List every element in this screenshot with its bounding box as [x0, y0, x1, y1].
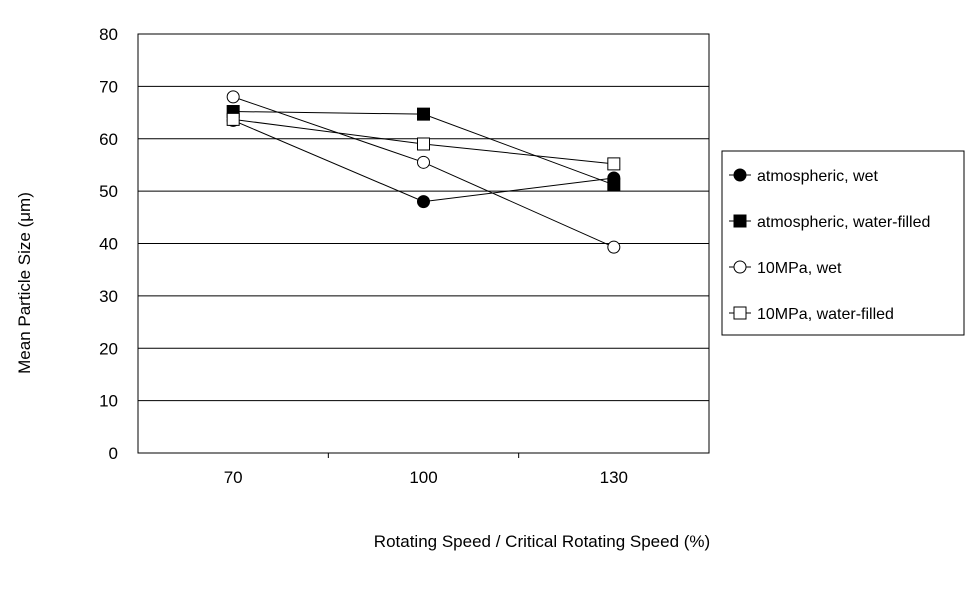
legend-item: 10MPa, water-filled [729, 306, 894, 323]
data-point [417, 107, 430, 121]
y-tick-label: 60 [99, 130, 118, 149]
y-tick-label: 20 [99, 339, 118, 358]
plot-area-frame [137, 33, 710, 454]
data-point [226, 112, 240, 126]
data-point [226, 90, 240, 104]
x-tick-label: 100 [409, 468, 437, 487]
x-tick-label: 70 [224, 468, 243, 487]
legend: atmospheric, wet atmospheric, water-fille… [721, 150, 965, 336]
legend-swatch-marker [733, 306, 747, 320]
data-point [607, 240, 621, 254]
legend-label: 10MPa, wet [757, 260, 842, 277]
data-point [417, 195, 430, 209]
legend-swatch-marker [733, 260, 747, 274]
data-point [607, 178, 621, 192]
data-point [607, 157, 621, 171]
legend-label: atmospheric, wet [757, 168, 878, 185]
x-axis: 70 100 130 [224, 453, 628, 487]
series-10mpa-wet [226, 90, 621, 254]
y-tick-label: 0 [109, 444, 118, 463]
y-tick-label: 40 [99, 235, 118, 254]
y-tick-label: 30 [99, 287, 118, 306]
data-point [417, 137, 430, 151]
x-tick-label: 130 [600, 468, 628, 487]
y-tick-label: 70 [99, 77, 118, 96]
series-layer [226, 90, 621, 254]
y-tick-label: 10 [99, 392, 118, 411]
data-point [417, 155, 430, 169]
x-axis-label: Rotating Speed / Critical Rotating Speed… [374, 532, 710, 551]
y-axis-label: Mean Particle Size (μm) [15, 192, 34, 374]
series-10mpa-water-filled [226, 112, 621, 171]
gridlines [138, 85, 709, 402]
legend-box [721, 150, 965, 336]
y-axis: 0 10 20 30 40 50 60 70 80 [99, 25, 118, 463]
legend-item: atmospheric, water-filled [729, 214, 930, 231]
y-tick-label: 50 [99, 182, 118, 201]
legend-item: 10MPa, wet [729, 260, 842, 277]
y-tick-label: 80 [99, 25, 118, 44]
legend-label: 10MPa, water-filled [757, 306, 894, 323]
legend-swatch-marker [733, 214, 747, 228]
legend-label: atmospheric, water-filled [757, 214, 930, 231]
legend-swatch-marker [733, 168, 747, 182]
legend-item: atmospheric, wet [729, 168, 878, 185]
